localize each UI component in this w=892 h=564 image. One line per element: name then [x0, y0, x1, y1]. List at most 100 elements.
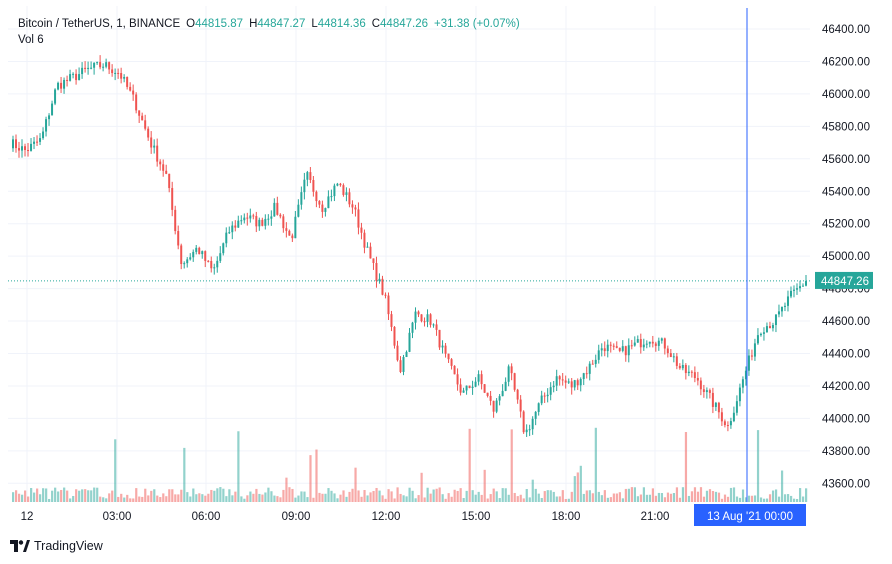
candle-body: [789, 290, 792, 297]
volume-bar: [780, 470, 784, 502]
volume-bar: [642, 487, 645, 502]
volume-bar: [48, 498, 51, 502]
tradingview-logo-icon: [10, 540, 30, 552]
candle-body: [492, 400, 495, 412]
volume-bar: [159, 497, 162, 502]
high-value: 44847.27: [257, 18, 306, 30]
candle-body: [576, 380, 579, 386]
candle-body: [210, 260, 213, 269]
volume-bar: [531, 479, 534, 502]
candle-body: [309, 172, 312, 181]
candle-body: [783, 305, 786, 307]
volume-bar: [108, 493, 111, 502]
volume-bar: [351, 488, 354, 502]
candle-body: [78, 74, 81, 81]
time-axis[interactable]: 12 03:00 06:00 09:00 12:00 15:00 18:00 21:00: [21, 511, 670, 523]
candle-body: [312, 180, 315, 192]
candle-body: [15, 139, 18, 149]
candle-body: [18, 148, 21, 151]
candle-body: [315, 191, 318, 202]
candle-body: [243, 217, 246, 221]
candle-body: [708, 390, 711, 393]
candle-body: [456, 374, 459, 385]
volume-bar: [189, 496, 192, 502]
candle-body: [330, 196, 333, 198]
candle-body: [129, 86, 132, 91]
candle-body: [333, 185, 336, 197]
volume-bar: [612, 493, 615, 502]
volume-bar: [204, 495, 207, 502]
volume-bar: [684, 432, 688, 502]
volume-bar: [153, 489, 156, 502]
candle-body: [375, 262, 378, 282]
candle-body: [249, 215, 252, 219]
candle-body: [66, 79, 69, 81]
volume-bar: [90, 490, 93, 502]
price-tick-label: 43800.00: [822, 446, 870, 458]
candle-body: [189, 257, 192, 260]
candle-body: [795, 288, 798, 290]
candle-body: [462, 390, 465, 393]
price-tick-label: 44600.00: [822, 316, 870, 328]
tradingview-branding[interactable]: TradingView: [10, 539, 103, 553]
volume-bar: [699, 487, 703, 502]
symbol-title[interactable]: Bitcoin / TetherUS, 1, BINANCE: [18, 18, 181, 30]
price-axis[interactable]: 46400.00 46200.00 46000.00 45800.00 45600.00…: [822, 24, 870, 490]
volume-bar: [378, 490, 381, 502]
volume-bar: [771, 490, 775, 502]
price-tick-label: 45600.00: [822, 154, 870, 166]
candle-body: [81, 67, 84, 75]
candle-body: [117, 72, 120, 74]
volume-bar: [366, 495, 369, 502]
candle-body: [594, 359, 597, 364]
volume-bar: [429, 493, 432, 502]
candle-body: [522, 411, 525, 433]
volume-bar: [489, 494, 492, 502]
volume-bar: [432, 489, 435, 502]
volume-bar: [417, 495, 420, 502]
volume-bar: [696, 491, 700, 502]
chart-legend: Bitcoin / TetherUS, 1, BINANCE O44815.87 H…: [18, 18, 520, 30]
volume-bar: [609, 497, 612, 502]
volume-bar: [45, 488, 48, 502]
candle-body: [690, 371, 693, 373]
volume-bar: [633, 487, 636, 502]
candle-body: [654, 343, 657, 346]
volume-bar: [510, 429, 513, 502]
candle-body: [405, 351, 408, 357]
volume-bar: [753, 495, 757, 502]
volume-bar: [465, 490, 468, 502]
volume-bar: [582, 493, 585, 502]
high-label: H: [249, 18, 258, 30]
price-tick-label: 44200.00: [822, 381, 870, 393]
volume-bar: [756, 430, 760, 502]
candle-body: [510, 366, 513, 374]
candle-body: [54, 89, 57, 104]
candle-body: [270, 216, 273, 219]
candle-body: [339, 183, 342, 186]
price-tick-label: 46400.00: [822, 24, 870, 36]
volume-bar: [558, 496, 561, 502]
candle-body: [609, 344, 612, 346]
volume-bar: [693, 487, 697, 502]
volume-bar: [492, 488, 495, 502]
volume-bar: [540, 497, 543, 502]
candle-body: [759, 333, 762, 336]
candle-body: [537, 403, 540, 412]
candle-body: [805, 280, 807, 286]
volume-bar: [201, 494, 204, 502]
volume-bar: [339, 494, 342, 502]
volume-bar: [687, 495, 691, 502]
volume-bar: [660, 493, 664, 502]
volume-bar: [672, 493, 676, 502]
volume-bar: [738, 497, 742, 502]
volume-bar: [231, 495, 234, 502]
volume-bar: [288, 487, 291, 502]
volume-bar: [732, 487, 736, 502]
volume-bar: [702, 496, 706, 502]
candle-body: [342, 185, 345, 195]
candle-body: [441, 345, 444, 348]
volume-bar: [249, 491, 252, 502]
volume-bar: [468, 428, 471, 502]
